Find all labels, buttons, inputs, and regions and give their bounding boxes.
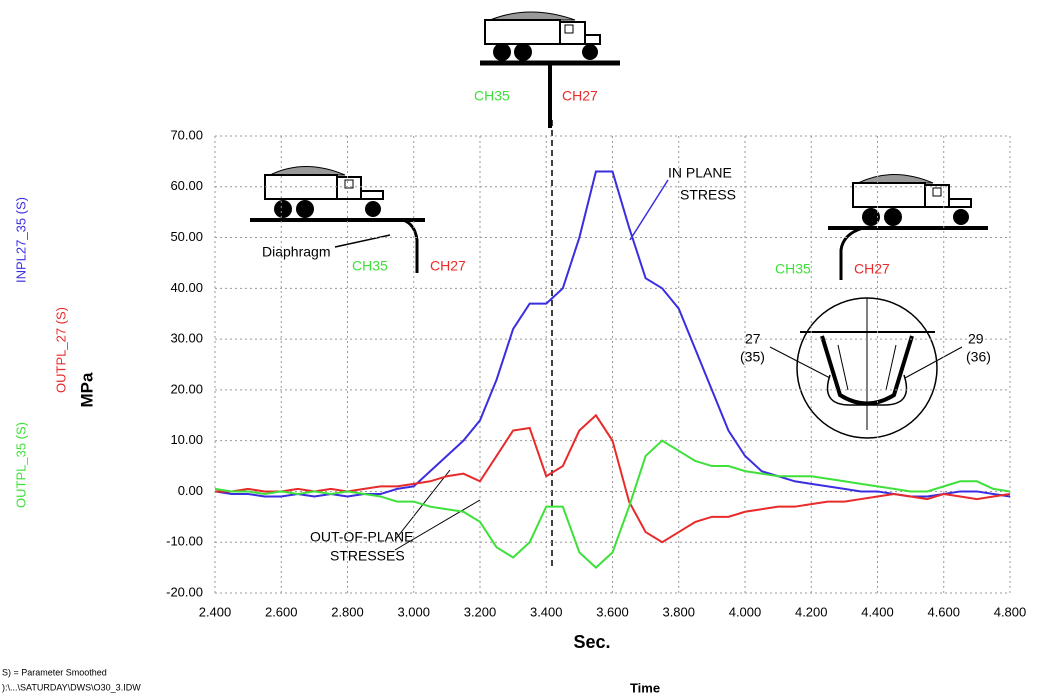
chart: IN PLANE STRESS OUT-OF-PLANE STRESSES Di… [0,0,1037,698]
y-tick-label: 20.00 [170,381,203,396]
channel-label: CH27 [854,261,890,277]
y-tick-label: 40.00 [170,280,203,295]
channel-label: CH27 [562,88,598,104]
y-tick-label: 50.00 [170,229,203,244]
channel-label: CH35 [474,88,510,104]
bottom-label: Time [630,680,660,695]
x-tick-label: 3.800 [662,604,695,619]
legend-label: INPL27_35 (S) [13,197,28,283]
y-tick-label: 30.00 [170,331,203,346]
x-tick-label: 3.200 [464,604,497,619]
annotation: Diaphragm [262,244,330,260]
y-tick-label: 70.00 [170,127,203,142]
pointer [335,235,390,247]
footnote: S) = Parameter Smoothed [2,667,107,677]
x-tick-label: 3.600 [596,604,629,619]
section-detail [770,298,962,438]
legend-label: OUTPL_27 (S) [53,307,68,393]
channel-label: CH35 [775,261,811,277]
y-tick-label: 0.00 [178,483,203,498]
gauge-label: (35) [740,349,765,365]
channel-label: CH27 [430,258,466,274]
x-tick-label: 4.800 [994,604,1027,619]
x-tick-label: 2.400 [199,604,232,619]
y-tick-label: 10.00 [170,432,203,447]
legend-label: OUTPL_35 (S) [13,422,28,508]
y-tick-label: -20.00 [166,584,203,599]
gauge-label: 27 [745,331,761,347]
y-tick-label: -10.00 [166,534,203,549]
x-tick-label: 4.400 [861,604,894,619]
pointer [630,180,668,240]
footnote: ):\...\SATURDAY\DWS\O30_3.IDW [2,682,141,692]
truck-center [480,12,620,128]
x-tick-label: 4.600 [927,604,960,619]
x-tick-label: 4.000 [729,604,762,619]
channel-label: CH35 [352,258,388,274]
x-tick-label: 3.000 [397,604,430,619]
annotation: IN PLANE [668,165,732,181]
truck-right [828,175,988,281]
x-tick-label: 2.600 [265,604,298,619]
annotation: STRESS [680,187,736,203]
x-tick-label: 4.200 [795,604,828,619]
y-axis-title: MPa [77,372,96,408]
x-tick-label: 2.800 [331,604,364,619]
annotation: STRESSES [330,548,405,564]
y-tick-label: 60.00 [170,178,203,193]
x-axis-title: Sec. [573,632,610,652]
gauge-label: (36) [966,349,991,365]
x-tick-label: 3.400 [530,604,563,619]
